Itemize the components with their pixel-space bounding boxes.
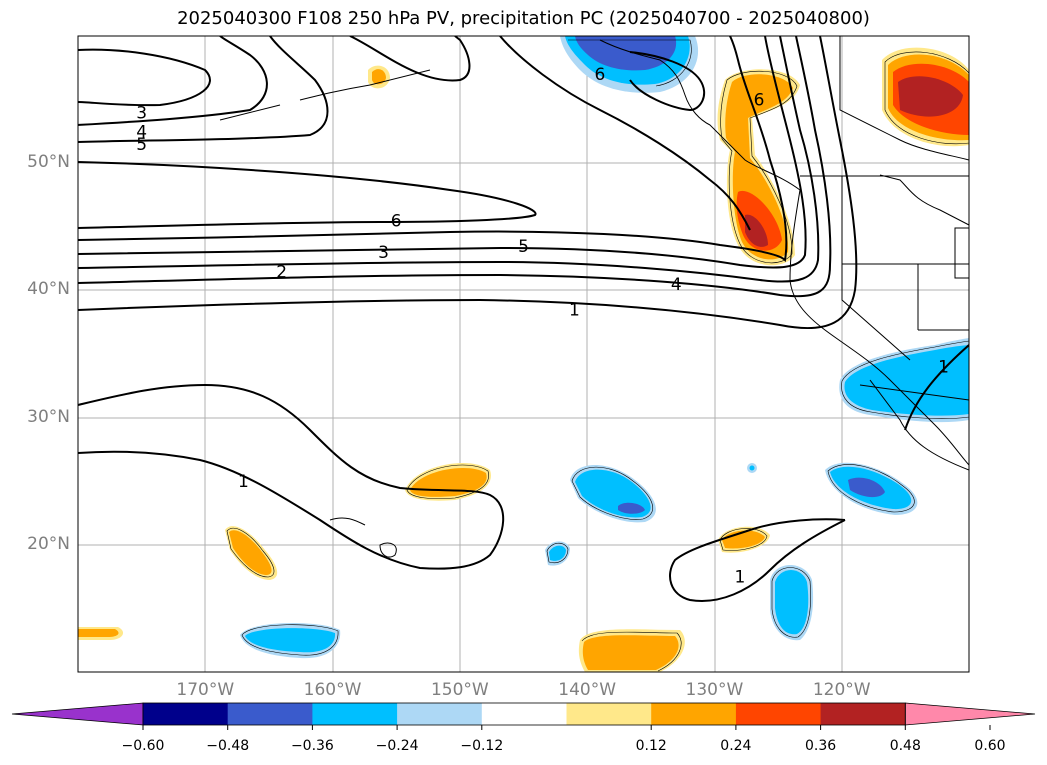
colorbar-segment [651,703,737,725]
colorbar-tick-label: −0.48 [206,738,250,754]
lon-label: 160°W [303,680,362,700]
colorbar-tick-label: 0.48 [889,738,921,754]
lon-label: 120°W [812,680,871,700]
contour-label: 6 [391,211,402,231]
colorbar-segment [227,703,313,725]
colorbar-segment [397,703,483,725]
map-title: 2025040300 F108 250 hPa PV, precipitatio… [177,8,870,29]
lon-label: 130°W [685,680,744,700]
lat-label: 30°N [27,406,70,427]
colorbar-segment [566,703,652,725]
colorbar-segment [735,703,822,725]
colorbar-tick-label: −0.60 [121,738,165,754]
contour-label: 5 [518,237,529,257]
colorbar-tick-label: −0.24 [375,738,419,754]
colorbar-segment [143,703,229,725]
contour-label: 5 [136,135,147,155]
lat-label: 20°N [27,533,70,554]
colorbar [11,702,1036,730]
contour-label: 6 [594,65,605,85]
colorbar-extend-high [904,702,1036,726]
colorbar-segment [820,703,906,725]
colorbar-extend-low [11,702,144,726]
lon-label: 150°W [430,680,489,700]
colorbar-segment [481,703,567,725]
contour-label: 3 [136,103,147,123]
contour-label: 6 [754,91,765,111]
colorbar-tick-label: 0.12 [635,738,667,754]
contour-label: 1 [238,472,249,492]
lon-label: 140°W [558,680,617,700]
contour-label: 1 [938,358,949,378]
gridlines [78,36,969,672]
precip-outlines [226,39,969,672]
colorbar-tick-label: 0.60 [974,738,1006,754]
colorbar-tick-label: 0.24 [720,738,752,754]
precip-shading [78,36,969,672]
pv-contours [78,36,969,602]
coastlines [219,36,969,558]
contour-label: 4 [136,122,147,142]
contour-label: 3 [378,243,389,263]
map-frame [77,35,970,673]
colorbar-segment [312,703,398,725]
contour-label: 2 [276,262,287,282]
borders [800,175,969,401]
colorbar-tick-label: −0.12 [460,738,504,754]
colorbar-tick-label: 0.36 [805,738,837,754]
lat-label: 40°N [27,279,70,300]
lon-label: 170°W [176,680,235,700]
contour-label: 4 [671,275,682,295]
contour-label: 1 [734,568,745,588]
contour-label: 1 [569,300,580,320]
colorbar-tick-label: −0.36 [290,738,334,754]
lat-label: 50°N [27,152,70,173]
